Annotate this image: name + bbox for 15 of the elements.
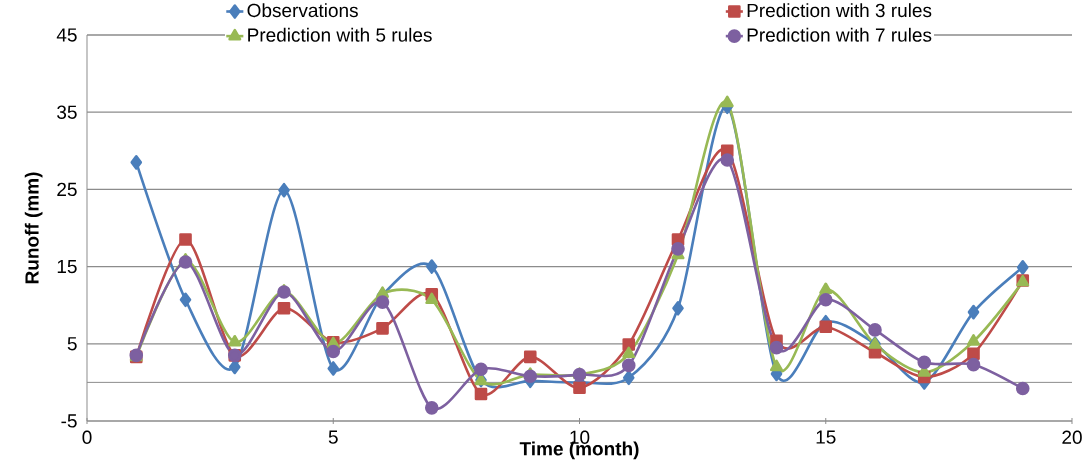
x-tick-label: 5 xyxy=(328,430,338,444)
x-tick-label: 0 xyxy=(82,430,92,444)
legend-label: Prediction with 5 rules xyxy=(248,27,432,42)
y-tick-label: 35 xyxy=(57,105,77,119)
y-tick-label: 25 xyxy=(57,182,77,197)
y-axis-title: Runoff (mm) xyxy=(24,172,43,284)
x-tick-label: 20 xyxy=(1062,430,1082,444)
legend-label: Observations xyxy=(247,3,358,18)
x-tick-label: 15 xyxy=(816,430,836,444)
legend-label: Prediction with 3 rules xyxy=(747,3,932,18)
y-tick-label: 5 xyxy=(67,337,77,351)
y-tick-label: 45 xyxy=(56,28,77,42)
legend-label: Prediction with 7 rules xyxy=(747,27,932,42)
y-tick-label: 15 xyxy=(57,259,77,274)
y-tick-label: -5 xyxy=(61,414,77,428)
